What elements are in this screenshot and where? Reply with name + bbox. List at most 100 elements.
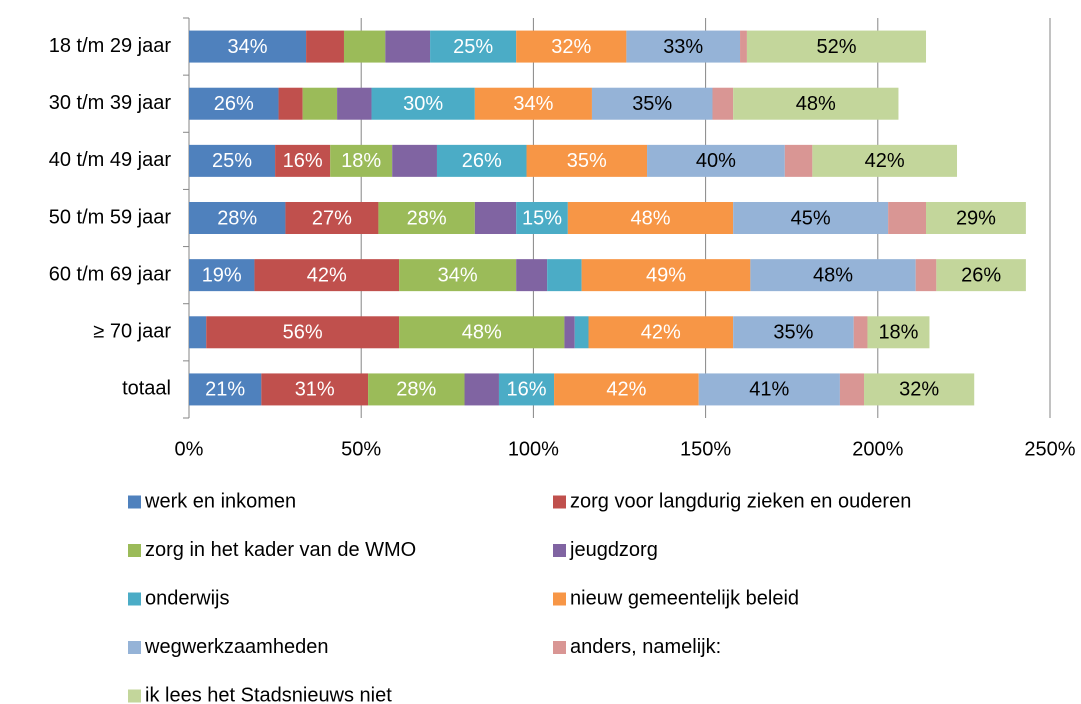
bar-segment xyxy=(206,316,400,349)
legend-label: nieuw gemeentelijk beleid xyxy=(570,587,799,609)
bar-segment xyxy=(261,373,369,406)
legend-label: zorg in het kader van de WMO xyxy=(145,539,416,561)
data-label: 48% xyxy=(796,93,836,115)
bar-segment xyxy=(936,259,1026,292)
bar-segment xyxy=(564,316,575,349)
bar-segment xyxy=(278,87,303,120)
bar-segment xyxy=(547,259,582,292)
bar-segment xyxy=(581,259,751,292)
data-label: 49% xyxy=(646,264,686,286)
bar-segment xyxy=(343,30,386,63)
data-label: 18% xyxy=(878,322,918,344)
data-label: 52% xyxy=(816,36,856,58)
x-tick-label: 50% xyxy=(341,438,381,460)
bar-segment xyxy=(839,373,865,406)
data-label: 32% xyxy=(551,36,591,58)
y-tick-label: 40 t/m 49 jaar xyxy=(49,149,172,171)
data-label: 42% xyxy=(606,379,646,401)
bar-segment xyxy=(306,30,344,63)
bar-segment xyxy=(385,30,431,63)
data-label: 32% xyxy=(899,379,939,401)
bar-segment xyxy=(867,316,930,349)
bar-segment xyxy=(371,87,475,120)
data-label: 25% xyxy=(212,150,252,172)
data-label: 16% xyxy=(506,379,546,401)
data-label: 35% xyxy=(632,93,672,115)
data-label: 28% xyxy=(407,207,447,229)
data-label: 16% xyxy=(283,150,323,172)
data-label: 26% xyxy=(214,93,254,115)
data-label: 19% xyxy=(202,264,242,286)
data-label: 42% xyxy=(865,150,905,172)
data-label: 42% xyxy=(641,322,681,344)
bar-segment xyxy=(647,144,785,177)
data-label: 28% xyxy=(217,207,257,229)
bar-segment xyxy=(189,373,262,406)
bar-segment xyxy=(254,259,400,292)
data-label: 33% xyxy=(663,36,703,58)
bar-segment xyxy=(189,30,307,63)
legend-swatch xyxy=(128,592,141,606)
legend-swatch xyxy=(553,592,566,606)
bar-segment xyxy=(733,87,899,120)
bar-segment xyxy=(926,202,1026,234)
data-label: 18% xyxy=(341,150,381,172)
data-label: 27% xyxy=(312,207,352,229)
data-label: 26% xyxy=(961,264,1001,286)
bar-segment xyxy=(526,144,648,177)
bar-segment xyxy=(189,87,279,120)
data-label: 29% xyxy=(956,207,996,229)
legend-label: zorg voor langdurig zieken en ouderen xyxy=(570,490,911,512)
data-label: 26% xyxy=(462,150,502,172)
bar-segment xyxy=(516,30,627,63)
x-tick-label: 150% xyxy=(680,438,731,460)
bar-segment xyxy=(378,202,475,234)
bar-segment xyxy=(189,259,255,292)
data-label: 21% xyxy=(205,379,245,401)
bar-segment xyxy=(591,87,713,120)
legend-swatch xyxy=(553,641,566,654)
bar-segment xyxy=(189,144,276,177)
bar-segment xyxy=(864,373,975,406)
bar-segment xyxy=(588,316,734,349)
bar-segment xyxy=(750,259,916,292)
bar-segment xyxy=(853,316,868,349)
data-label: 35% xyxy=(773,322,813,344)
legend-label: jeugdzorg xyxy=(569,539,658,561)
data-label: 42% xyxy=(307,264,347,286)
legend-swatch xyxy=(128,689,141,703)
y-tick-label: 50 t/m 59 jaar xyxy=(49,206,172,228)
data-label: 15% xyxy=(522,207,562,229)
bar-segment xyxy=(337,87,372,120)
bar-segment xyxy=(516,202,568,234)
bar-segment xyxy=(516,259,548,292)
data-label: 34% xyxy=(438,264,478,286)
data-label: 48% xyxy=(813,264,853,286)
data-label: 40% xyxy=(696,150,736,172)
bar-segment xyxy=(567,202,734,234)
data-label: 25% xyxy=(453,36,493,58)
data-label: 56% xyxy=(283,322,323,344)
data-label: 31% xyxy=(295,379,335,401)
bar-segment xyxy=(915,259,937,292)
data-label: 35% xyxy=(567,150,607,172)
bar-segment xyxy=(746,30,927,63)
bar-segment xyxy=(474,87,592,120)
legend-swatch xyxy=(553,495,566,509)
bar-segment xyxy=(399,316,565,349)
data-label: 48% xyxy=(462,322,502,344)
y-tick-label: 18 t/m 29 jaar xyxy=(49,35,172,57)
x-tick-label: 0% xyxy=(175,438,204,460)
bar-segment xyxy=(285,202,379,234)
y-tick-label: 30 t/m 39 jaar xyxy=(49,92,172,114)
data-label: 34% xyxy=(228,36,268,58)
y-tick-label: ≥ 70 jaar xyxy=(93,321,171,343)
x-tick-label: 200% xyxy=(852,438,903,460)
bar-segment xyxy=(812,144,958,177)
bar-segment xyxy=(189,316,207,349)
legend-swatch xyxy=(553,544,566,557)
legend-label: ik lees het Stadsnieuws niet xyxy=(145,684,392,704)
data-label: 45% xyxy=(791,207,831,229)
